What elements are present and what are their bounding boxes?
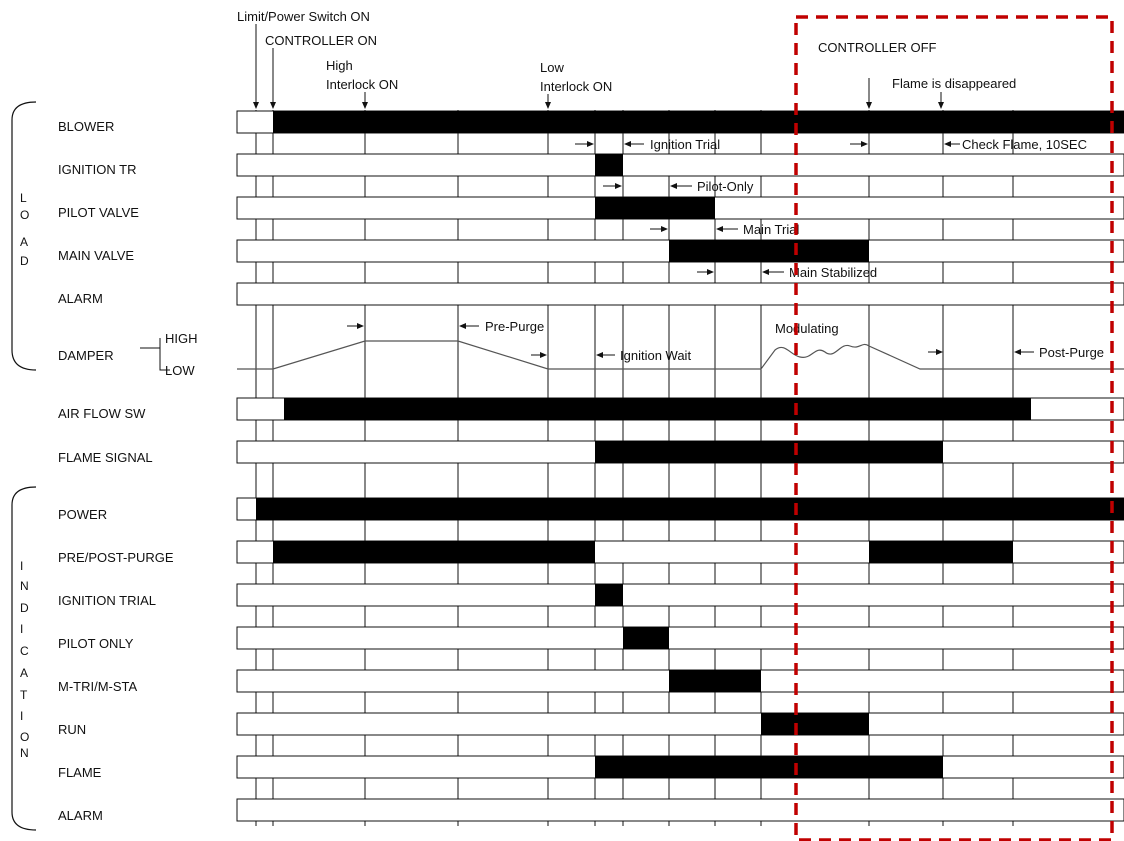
row-label-blower: BLOWER	[58, 119, 114, 134]
lane-alarm-load	[236, 282, 1124, 306]
damper-low-label: LOW	[165, 363, 195, 378]
event-controller-off: CONTROLLER OFF	[818, 40, 937, 55]
load-letter-2: O	[20, 208, 29, 222]
load-group-bracket: L O A D	[11, 101, 37, 371]
indication-letter-5: C	[20, 644, 29, 658]
row-label-run: RUN	[58, 722, 86, 737]
bar-ignition-trial	[595, 584, 623, 606]
bar-power	[256, 498, 1124, 520]
indication-letter-1: I	[20, 559, 23, 573]
event-flame-disappeared: Flame is disappeared	[892, 76, 1016, 91]
row-label-pilot-valve: PILOT VALVE	[58, 205, 139, 220]
row-label-main-valve: MAIN VALVE	[58, 248, 134, 263]
interval-modulating: Modulating	[775, 321, 839, 336]
indication-letter-3: D	[20, 601, 29, 615]
event-low-interlock-2: Interlock ON	[540, 79, 612, 94]
row-label-flame: FLAME	[58, 765, 102, 780]
indication-letter-9: O	[20, 730, 29, 744]
interval-pilot-only: Pilot-Only	[697, 179, 754, 194]
indication-group-bracket: I N D I C A T I O N	[11, 486, 37, 831]
bar-m-tri-m-sta	[669, 670, 761, 692]
bar-flame	[595, 756, 943, 778]
damper-high-label: HIGH	[165, 331, 198, 346]
bar-run	[761, 713, 869, 735]
event-low-interlock-1: Low	[540, 60, 564, 75]
row-label-m-tri-m-sta: M-TRI/M-STA	[58, 679, 138, 694]
interval-main-stabilized: Main Stabilized	[789, 265, 877, 280]
row-label-ignition-tr: IGNITION TR	[58, 162, 136, 177]
bar-air-flow-sw	[284, 398, 1031, 420]
lane-alarm-ind	[236, 798, 1124, 822]
bar-pre-purge	[273, 541, 595, 563]
bar-pilot-only	[623, 627, 669, 649]
row-label-pre-post-purge: PRE/POST-PURGE	[58, 550, 174, 565]
load-letter-3: A	[20, 235, 28, 249]
row-label-ignition-trial: IGNITION TRIAL	[58, 593, 156, 608]
damper-curve	[237, 340, 1124, 370]
row-label-alarm-ind: ALARM	[58, 808, 103, 823]
damper-bracket	[140, 338, 170, 371]
interval-post-purge: Post-Purge	[1039, 345, 1104, 360]
indication-letter-6: A	[20, 666, 28, 680]
row-label-air-flow-sw: AIR FLOW SW	[58, 406, 146, 421]
lane-ignition-trial	[236, 583, 1124, 607]
bar-ignition-tr	[595, 154, 623, 176]
interval-annotations: Ignition Trial Check Flame, 10SEC Pilot-…	[347, 137, 1104, 363]
row-label-damper: DAMPER	[58, 348, 114, 363]
event-high-interlock-2: Interlock ON	[326, 77, 398, 92]
bar-flame-signal	[595, 441, 943, 463]
bar-main-valve	[669, 240, 869, 262]
interval-check-flame: Check Flame, 10SEC	[962, 137, 1087, 152]
indication-letter-2: N	[20, 579, 29, 593]
load-letter-4: D	[20, 254, 29, 268]
interval-ignition-trial: Ignition Trial	[650, 137, 720, 152]
bar-pilot-valve	[595, 197, 715, 219]
row-label-power: POWER	[58, 507, 107, 522]
lane-ignition-tr	[236, 153, 1124, 177]
indication-letter-10: N	[20, 746, 29, 760]
load-letter-1: L	[20, 191, 27, 205]
shutdown-highlight-box	[794, 15, 1114, 841]
lane-run	[236, 712, 1124, 736]
row-label-alarm-load: ALARM	[58, 291, 103, 306]
event-limit-power-on: Limit/Power Switch ON	[237, 9, 370, 24]
time-grid	[255, 110, 1014, 826]
row-labels: BLOWER IGNITION TR PILOT VALVE MAIN VALV…	[58, 119, 198, 823]
interval-pre-purge: Pre-Purge	[485, 319, 544, 334]
event-high-interlock-1: High	[326, 58, 353, 73]
indication-letter-4: I	[20, 622, 23, 636]
bar-post-purge	[869, 541, 1013, 563]
row-label-flame-signal: FLAME SIGNAL	[58, 450, 153, 465]
row-label-pilot-only: PILOT ONLY	[58, 636, 134, 651]
interval-ignition-wait: Ignition Wait	[620, 348, 691, 363]
indication-letter-8: I	[20, 709, 23, 723]
indication-letter-7: T	[20, 688, 28, 702]
event-controller-on: CONTROLLER ON	[265, 33, 377, 48]
lane-pilot-only	[236, 626, 1124, 650]
event-markers: Limit/Power Switch ON CONTROLLER ON High…	[237, 9, 1016, 109]
bar-blower	[273, 111, 1124, 133]
on-bars	[256, 111, 1124, 778]
interval-main-trial: Main Trial	[743, 222, 799, 237]
